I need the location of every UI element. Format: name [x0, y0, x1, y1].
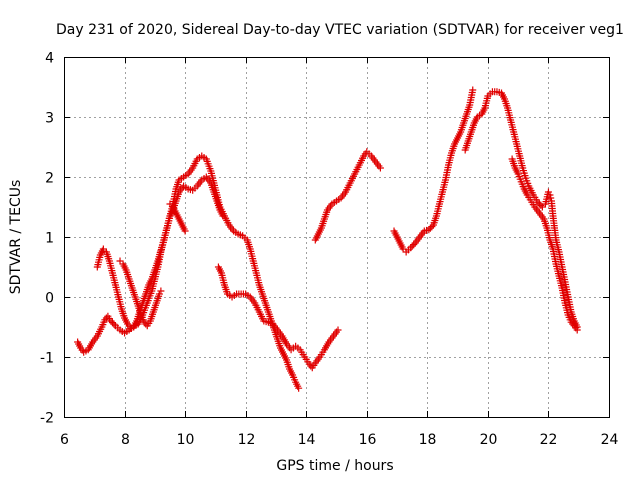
data-point — [116, 257, 124, 265]
data-point — [469, 86, 477, 94]
data-point-fill — [426, 224, 434, 232]
x-tick-label: 20 — [480, 432, 498, 448]
y-tick-label: 3 — [45, 111, 54, 127]
y-tick-label: 0 — [45, 291, 54, 307]
data-point-fill — [537, 201, 545, 209]
x-tick-label: 10 — [177, 432, 195, 448]
x-tick-label: 8 — [121, 432, 130, 448]
x-tick-label: 12 — [238, 432, 256, 448]
data-point — [544, 188, 552, 196]
data-point-fill — [408, 242, 416, 250]
data-point — [546, 191, 554, 199]
data-point — [399, 245, 407, 253]
data-point — [127, 324, 135, 332]
data-point-fill — [410, 241, 418, 249]
data-points — [74, 86, 581, 392]
y-tick-label: 1 — [45, 231, 54, 247]
y-axis-label: SDTVAR / TECUs — [8, 180, 24, 295]
x-tick-label: 6 — [60, 432, 69, 448]
data-point — [181, 227, 189, 235]
y-tick-label: 2 — [45, 171, 54, 187]
data-point — [573, 326, 581, 334]
x-tick-label: 14 — [298, 432, 316, 448]
data-point — [157, 287, 165, 295]
data-point — [407, 244, 415, 252]
y-tick-label: 4 — [45, 51, 54, 67]
grid — [64, 57, 609, 417]
x-tick-label: 18 — [419, 432, 437, 448]
data-point — [538, 203, 546, 211]
data-point — [376, 164, 384, 172]
data-point-fill — [428, 223, 436, 231]
x-tick-label: 24 — [601, 432, 619, 448]
x-axis-label: GPS time / hours — [276, 458, 393, 474]
data-point — [534, 198, 542, 206]
y-tick-label: -1 — [40, 351, 54, 367]
data-point-fill — [535, 200, 543, 208]
data-point — [155, 290, 163, 298]
data-point — [425, 226, 433, 234]
data-point — [334, 326, 342, 334]
data-point — [295, 384, 303, 392]
chart-title: Day 231 of 2020, Sidereal Day-to-day VTE… — [56, 22, 624, 38]
data-point-fill — [110, 320, 118, 328]
data-point — [99, 245, 107, 253]
x-tick-label: 16 — [359, 432, 377, 448]
y-tick-label: -2 — [40, 411, 54, 427]
data-point-fill — [547, 194, 555, 202]
data-point — [219, 212, 227, 220]
data-point-fill — [108, 319, 116, 327]
x-tick-label: 22 — [540, 432, 558, 448]
data-point — [107, 317, 115, 325]
data-point — [166, 200, 174, 208]
